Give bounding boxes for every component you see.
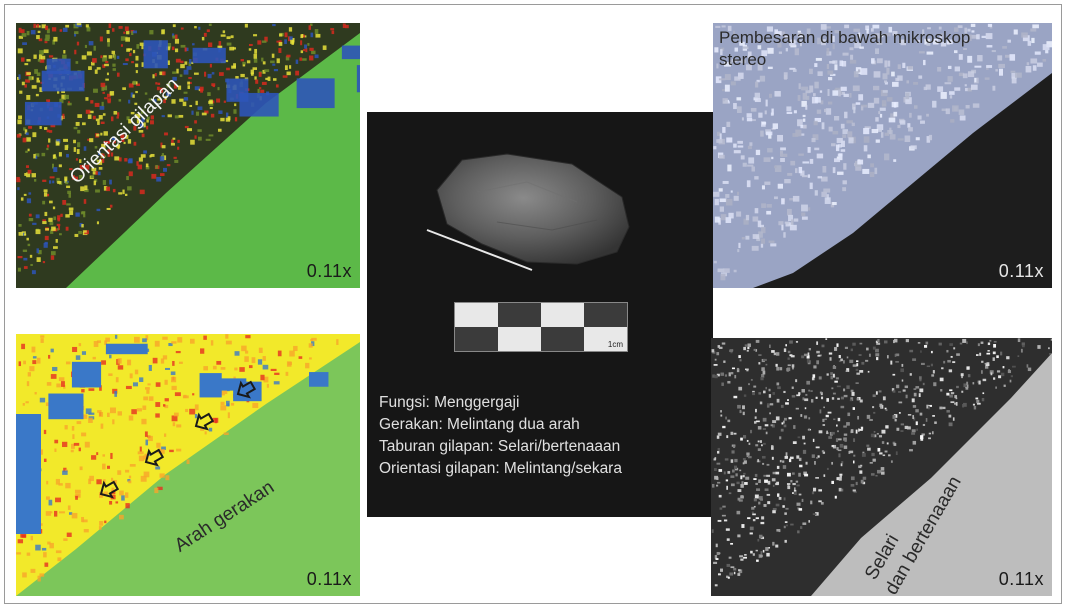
artefact-caption: Fungsi: Menggergaji Gerakan: Melintang d… (379, 392, 709, 480)
centimetre-scale-bar: 1cm (454, 302, 628, 352)
scale-unit-label: 1cm (607, 340, 623, 349)
polish-distribution-panel: Selari dan bertenaaan 0.11x (711, 338, 1052, 596)
function-line: Fungsi: Menggergaji (379, 394, 520, 411)
stereo-microscope-panel: Pembesaran di bawah mikroskop stereo 0.1… (713, 23, 1052, 288)
magnification-label: 0.11x (998, 569, 1044, 589)
grayscale-texture (711, 338, 1052, 596)
stone-tool-photo (426, 153, 630, 271)
movement-direction-panel: Arah gerakan 0.11x (16, 334, 360, 596)
polish-orientation-panel: Orientasi gilapan 0.11x (16, 23, 360, 288)
magnification-label: 0.11x (306, 569, 352, 589)
movement-direction-texture (16, 334, 360, 596)
magnification-label: 0.11x (306, 261, 352, 281)
magnification-label: 0.11x (998, 261, 1044, 281)
polish-distribution-line: Taburan gilapan: Selari/bertenaaan (379, 438, 621, 455)
edge-marker-line (426, 229, 533, 271)
artefact-panel: 1cm Fungsi: Menggergaji Gerakan: Melinta… (367, 112, 713, 517)
microscope-texture (713, 23, 1052, 288)
polish-orientation-texture (16, 23, 360, 288)
movement-line: Gerakan: Melintang dua arah (379, 416, 580, 433)
microscope-title: Pembesaran di bawah mikroskop stereo (719, 28, 971, 69)
figure-frame (4, 4, 1062, 604)
polish-orientation-line: Orientasi gilapan: Melintang/sekara (379, 460, 622, 477)
